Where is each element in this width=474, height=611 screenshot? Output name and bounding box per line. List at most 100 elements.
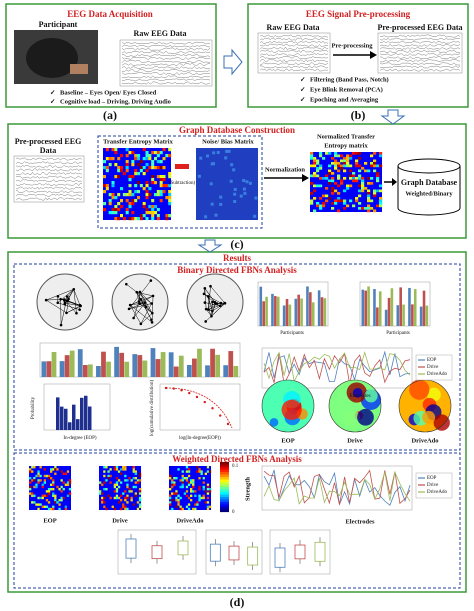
matrix-cell [352,177,356,180]
matrix-cell [337,209,341,213]
matrix-cell [343,169,347,173]
matrix-cell [151,199,155,203]
matrix-cell [131,211,135,215]
matrix-cell [185,490,189,493]
matrix-cell [206,466,210,469]
eeg-trace [15,175,83,179]
matrix-cell [105,166,109,170]
matrix-cell [134,485,137,489]
eeg-trace [260,65,329,69]
matrix-cell [35,474,38,478]
bar-shape [192,358,197,377]
matrix-cell [352,172,356,175]
bar-shape [150,348,156,377]
matrix-cell [169,488,172,491]
matrix-cell [162,178,166,182]
label: Normalization [265,166,305,173]
matrix-cell [120,494,123,497]
label: Weighted/Binary [405,190,453,197]
eeg-trace [15,161,83,164]
matrix-cell [137,172,141,176]
bar-shape [311,302,315,326]
matrix-cell [137,154,141,158]
matrix-cell [349,199,353,203]
matrix-cell [62,488,65,491]
eeg-trace [121,63,211,66]
matrix-cell [328,197,332,200]
topo-blob [364,389,378,403]
edge [140,312,153,325]
matrix-cell [37,503,40,506]
check: ✓ [300,76,305,83]
matrix-cell [165,217,169,221]
matrix-cell [52,505,55,508]
matrix-cell [319,197,323,200]
eeg-trace [122,75,211,79]
arrow-head [370,51,377,59]
axis-label: Participants [386,331,410,336]
matrix-cell [202,496,205,500]
matrix-cell [115,477,119,480]
illustrations [13,30,463,575]
node [128,303,132,307]
arrow [223,48,243,76]
matrix-cell [128,178,132,182]
matrix-cell [159,193,163,197]
matrix-cell [331,162,335,165]
box [151,545,163,560]
matrix-cell [138,496,142,500]
matrix-cell [313,189,317,193]
noise-cell [204,215,208,219]
matrix-cell [165,154,169,158]
hist-bar [80,397,84,430]
eeg-trace [259,50,329,53]
matrix-cell [122,466,125,469]
bar-shape [114,346,119,377]
matrix-cell [115,488,119,491]
edge [64,289,74,305]
hist-bar [68,422,72,430]
bar-shape [215,354,221,377]
colorbar-cell [220,487,229,490]
node [151,311,154,315]
bar-shape [320,297,324,326]
matrix-cell [29,492,32,495]
matrix-cell [187,474,191,478]
matrix-cell [364,187,368,190]
node [56,295,60,298]
matrix-cell [47,507,51,511]
eeg-trace [121,72,211,76]
matrix-cell [124,499,127,502]
matrix-cell [37,481,40,484]
noise-cell [233,187,237,191]
matrix-cell [142,166,146,170]
matrix-cell [148,193,152,197]
matrix-cell [337,199,341,203]
node [150,302,153,305]
matrix-cell [361,189,365,193]
matrix-cell [151,160,155,164]
matrix-cell [162,148,166,152]
matrix-cell [355,179,359,183]
matrix-cell [120,499,123,502]
matrix-cell [103,160,107,164]
matrix-cell [131,217,135,221]
matrix-cell [29,481,32,484]
panel-title: Results [223,253,251,263]
eeg-trace [379,37,461,41]
node [63,298,66,301]
topo-blob [281,399,302,420]
point [180,389,183,392]
eeg-trace [15,197,83,201]
matrix-cell [334,182,338,185]
matrix-cell [148,166,152,170]
matrix-cell [35,503,38,506]
matrix-cell [198,468,201,471]
matrix-cell [379,154,383,158]
noise-cell [239,194,243,198]
matrix-cell [114,205,118,209]
matrix-cell [187,507,191,511]
plot-frame [359,281,431,327]
matrix-cell [29,470,32,473]
matrix-cell [159,166,163,170]
